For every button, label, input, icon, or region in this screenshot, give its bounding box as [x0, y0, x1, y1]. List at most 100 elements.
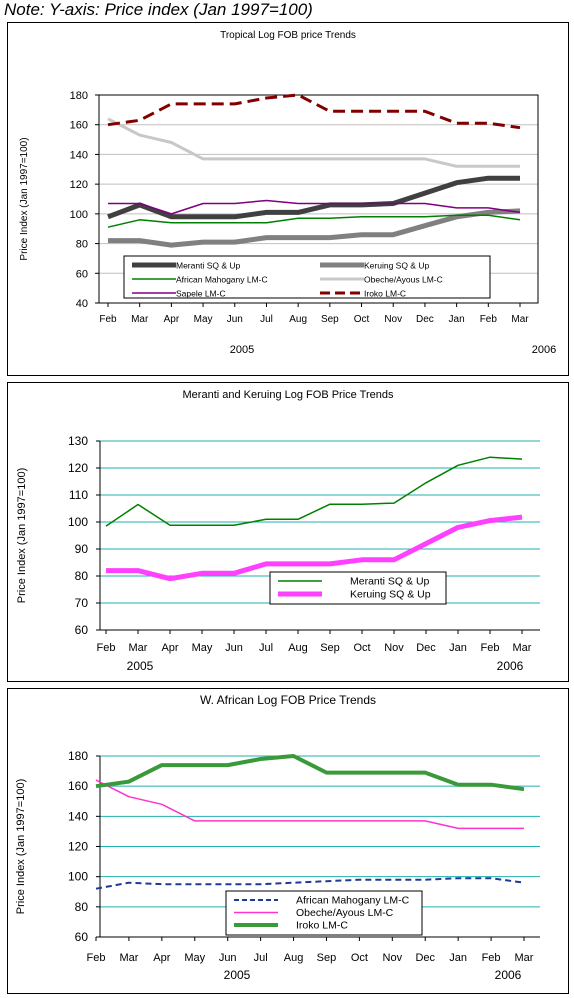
y-tick-label: 70 [75, 596, 89, 610]
legend-box [269, 571, 447, 605]
x-tick-label: Jun [219, 952, 237, 964]
series-line [106, 514, 523, 582]
series-line [95, 779, 524, 830]
x-tick-label: Jul [259, 642, 273, 654]
chart-panel-tropical: Tropical Log FOB price Trends 40 60 80 100 12… [7, 22, 569, 376]
y-tick-label: 140 [68, 809, 88, 823]
x-tick-label: Jun [227, 314, 243, 325]
x-tick-label: Mar [513, 642, 532, 654]
chart-panel-meranti-keruing: Meranti and Keruing Log FOB Price Trends… [7, 382, 569, 682]
legend-label: Obeche/Ayous LM-C [296, 907, 394, 919]
x-tick-label: Jul [260, 314, 273, 325]
x-tick-label: Sep [320, 642, 340, 654]
legend-label: Iroko LM-C [364, 289, 406, 299]
chart-title: Meranti and Keruing Log FOB Price Trends [183, 389, 394, 401]
series-line [107, 117, 520, 168]
legend-label: Obeche/Ayous LM-C [364, 275, 443, 285]
year-label: 2005 [127, 659, 154, 673]
legend-label: Meranti SQ & Up [176, 261, 241, 271]
y-tick-label: 100 [68, 870, 88, 884]
series-line [108, 199, 521, 215]
x-tick-label: Feb [97, 642, 116, 654]
y-axis-note: Note: Y-axis: Price index (Jan 1997=100) [4, 0, 313, 19]
x-tick-label: Aug [289, 314, 307, 325]
y-tick-label: 160 [68, 779, 88, 793]
west-african-chart: W. African Log FOB Price Trends 60 80 100 12… [15, 693, 540, 982]
legend-box [123, 255, 491, 299]
x-tick-label: Feb [87, 952, 106, 964]
y-tick-label: 80 [76, 239, 88, 251]
y-tick-label: 180 [70, 90, 88, 102]
x-tick-label: May [192, 642, 213, 654]
x-tick-label: Apr [164, 314, 180, 325]
year-label: 2005 [230, 344, 254, 356]
x-tick-label: Jan [449, 642, 467, 654]
y-tick-label: 60 [75, 930, 89, 944]
x-tick-label: Jun [225, 642, 243, 654]
series-line [107, 214, 521, 228]
y-axis-label: Price Index (Jan 1997=100) [19, 137, 30, 260]
x-tick-label: Nov [384, 642, 404, 654]
series-line [105, 456, 523, 527]
y-tick-label: 160 [70, 120, 88, 132]
x-tick-label: Dec [415, 952, 435, 964]
x-tick-label: Nov [384, 314, 402, 325]
y-tick-label: 140 [70, 149, 88, 161]
series-line [107, 93, 521, 130]
series-line [107, 175, 520, 220]
x-tick-label: Mar [511, 314, 529, 325]
meranti-keruing-chart: Meranti and Keruing Log FOB Price Trends… [16, 389, 540, 673]
x-tick-label: Jan [449, 952, 467, 964]
x-tick-label: Apr [153, 952, 170, 964]
year-label: 2005 [224, 968, 251, 982]
x-tick-label: Sep [321, 314, 339, 325]
x-tick-label: Sep [317, 952, 337, 964]
x-tick-label: May [184, 952, 205, 964]
x-tick-label: Dec [416, 642, 436, 654]
y-tick-label: 100 [70, 209, 88, 221]
y-axis-label: Price Index (Jan 1997=100) [15, 779, 27, 914]
x-tick-label: Aug [288, 642, 308, 654]
tropical-log-chart: Tropical Log FOB price Trends 40 60 80 100 12… [19, 30, 556, 356]
x-tick-label: Mar [515, 952, 534, 964]
y-tick-label: 60 [75, 623, 89, 637]
x-tick-label: Aug [284, 952, 304, 964]
legend-label: African Mahogany LM-C [176, 275, 268, 285]
year-label: 2006 [532, 344, 556, 356]
legend-label: Keruing SQ & Up [350, 589, 431, 601]
y-tick-label: 60 [76, 268, 88, 280]
series-line [95, 754, 525, 792]
x-tick-label: Dec [416, 314, 434, 325]
x-tick-label: Oct [351, 952, 368, 964]
y-tick-label: 90 [75, 542, 89, 556]
y-tick-label: 40 [76, 298, 88, 310]
x-tick-label: Feb [481, 642, 500, 654]
x-tick-label: Oct [354, 314, 370, 325]
y-tick-label: 120 [70, 179, 88, 191]
y-tick-label: 80 [75, 900, 89, 914]
y-tick-label: 180 [68, 749, 88, 763]
y-tick-label: 120 [68, 840, 88, 854]
x-tick-label: Mar [129, 642, 148, 654]
x-tick-label: May [194, 314, 213, 325]
x-tick-label: Feb [482, 952, 501, 964]
legend-label: Keruing SQ & Up [364, 261, 429, 271]
plot-area [98, 94, 539, 304]
year-label: 2006 [497, 659, 524, 673]
legend-label: Sapele LM-C [176, 289, 226, 299]
chart-panel-west-african: W. African Log FOB Price Trends 60 80 100 12… [7, 688, 569, 994]
chart-title: W. African Log FOB Price Trends [200, 693, 376, 707]
year-label: 2006 [495, 968, 522, 982]
y-tick-label: 100 [68, 515, 88, 529]
x-tick-label: Feb [99, 314, 117, 325]
x-tick-label: Apr [161, 642, 178, 654]
x-tick-label: Nov [383, 952, 403, 964]
x-tick-label: Jul [254, 952, 268, 964]
y-axis-label: Price Index (Jan 1997=100) [16, 468, 28, 603]
y-tick-label: 110 [69, 488, 88, 502]
series-line [108, 208, 521, 248]
series-line [95, 877, 525, 890]
y-tick-label: 130 [68, 434, 88, 448]
x-tick-label: Jan [449, 314, 465, 325]
chart-title: Tropical Log FOB price Trends [220, 30, 356, 41]
